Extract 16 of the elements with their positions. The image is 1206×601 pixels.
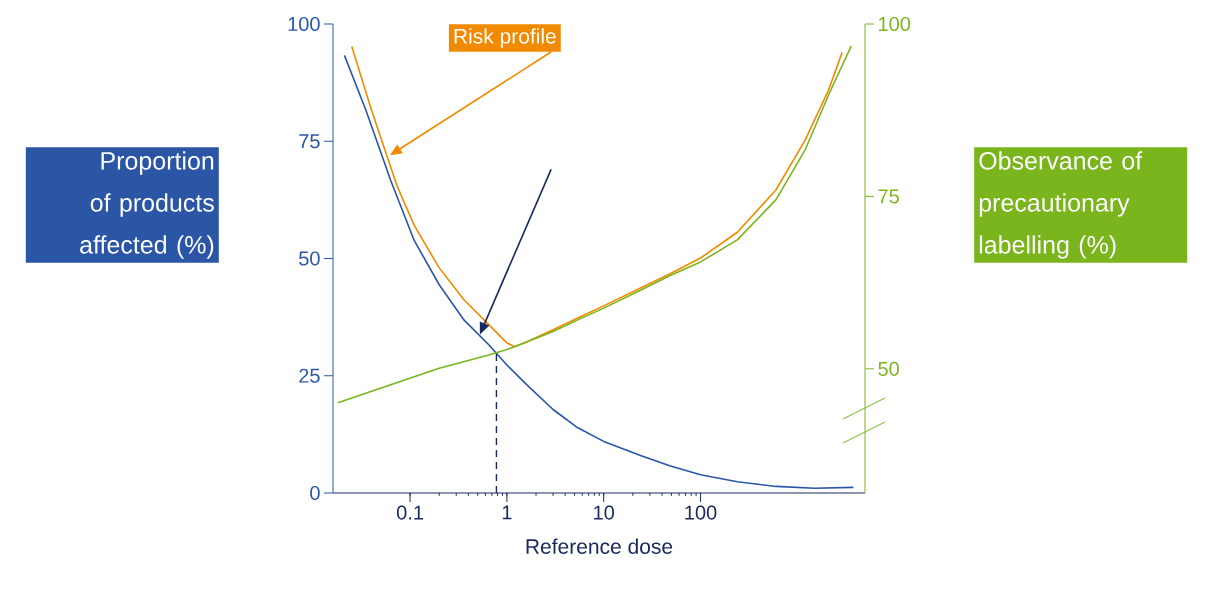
y2-axis-title: Observance of precautionary labelling (%) — [979, 151, 1143, 259]
y-tick-label: 100 — [288, 16, 320, 32]
x-tick-label: 100 — [685, 505, 717, 520]
y-axis-title: Proportion of products affected (%) — [80, 151, 214, 259]
annotation: Risk profile — [454, 28, 556, 48]
y-tick-label: 0 — [310, 485, 320, 501]
y-tick-label: 75 — [299, 134, 320, 149]
x-tick-label: 1 — [502, 505, 512, 520]
y2-tick-label: 75 — [878, 189, 899, 204]
x-tick-label: 0.1 — [396, 505, 423, 520]
y-tick-label: 25 — [299, 368, 320, 383]
y-tick-label: 50 — [299, 251, 320, 266]
y2-tick-label: 100 — [879, 16, 911, 32]
x-axis-title: Reference dose — [526, 538, 673, 554]
x-tick-label: 10 — [594, 505, 615, 520]
y2-tick-label: 50 — [878, 361, 899, 376]
